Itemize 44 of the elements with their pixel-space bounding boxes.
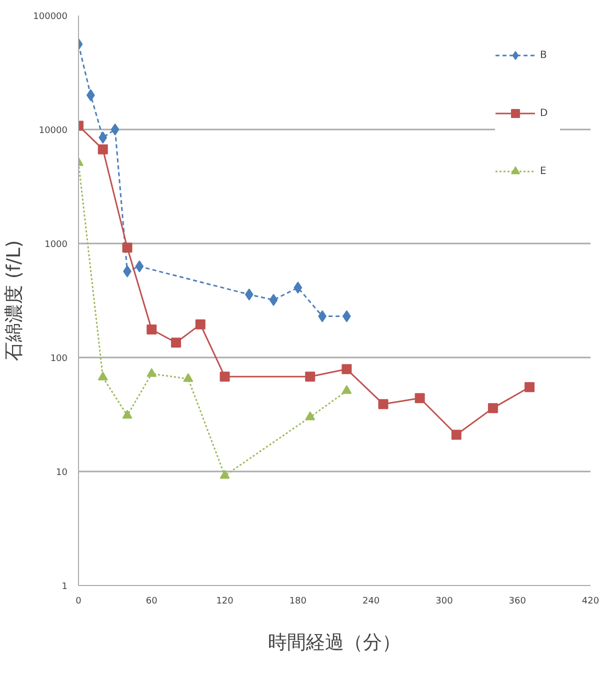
point [195,319,206,330]
x-axis-title: 時間経過（分） [268,632,401,654]
legend-label: B [540,50,548,60]
x-tick-label: 120 [216,596,234,606]
x-tick-label: 420 [582,596,600,606]
x-tick-label: 300 [436,596,454,606]
point [305,411,316,420]
x-tick-label: 180 [289,596,307,606]
point [183,373,194,382]
point [220,372,230,382]
point [122,410,132,419]
x-tick-label: 360 [508,596,526,606]
point [146,324,157,335]
point [122,242,132,253]
y-tick-label: 10 [56,468,68,478]
point [171,338,182,348]
y-tick-label: 1 [62,582,68,592]
point [488,403,498,414]
point [220,470,230,479]
point [269,294,278,306]
point [98,144,108,154]
y-tick-label: 100000 [33,12,68,22]
legend-label: E [540,166,548,176]
point [451,430,462,440]
point [146,368,157,377]
point [524,382,535,392]
point [294,282,302,294]
legend-label: D [540,108,549,118]
y-tick-label: 100 [50,354,68,364]
point [98,372,108,380]
point [414,393,425,404]
point [98,132,108,144]
point [342,364,352,374]
y-tick-label: 10000 [38,126,68,136]
point [342,385,352,394]
x-tick-label: 60 [146,596,158,606]
point [135,260,144,272]
x-tick-label: 0 [76,596,82,606]
point [378,399,388,410]
point [110,124,120,136]
y-axis-title: 石綿濃度 (f/L) [3,240,26,361]
y-tick-label: 1000 [44,240,68,250]
x-tick-label: 240 [362,596,380,606]
point [305,372,316,382]
